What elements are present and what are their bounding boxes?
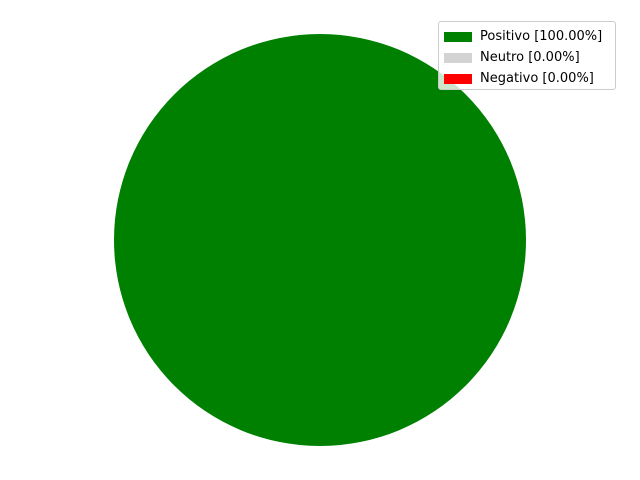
pie-slice-positivo xyxy=(114,34,526,446)
legend-entry-neutro: Neutro [0.00%] xyxy=(444,48,615,68)
legend-swatch-positivo xyxy=(444,32,472,42)
legend-entry-negativo: Negativo [0.00%] xyxy=(444,69,615,89)
legend-label-negativo: Negativo [0.00%] xyxy=(480,71,594,86)
legend-label-neutro: Neutro [0.00%] xyxy=(480,50,580,65)
legend-swatch-neutro xyxy=(444,53,472,63)
legend-entry-positivo: Positivo [100.00%] xyxy=(444,27,615,47)
chart-legend: Positivo [100.00%] Neutro [0.00%] Negati… xyxy=(438,21,616,90)
legend-swatch-negativo xyxy=(444,74,472,84)
legend-label-positivo: Positivo [100.00%] xyxy=(480,29,603,44)
